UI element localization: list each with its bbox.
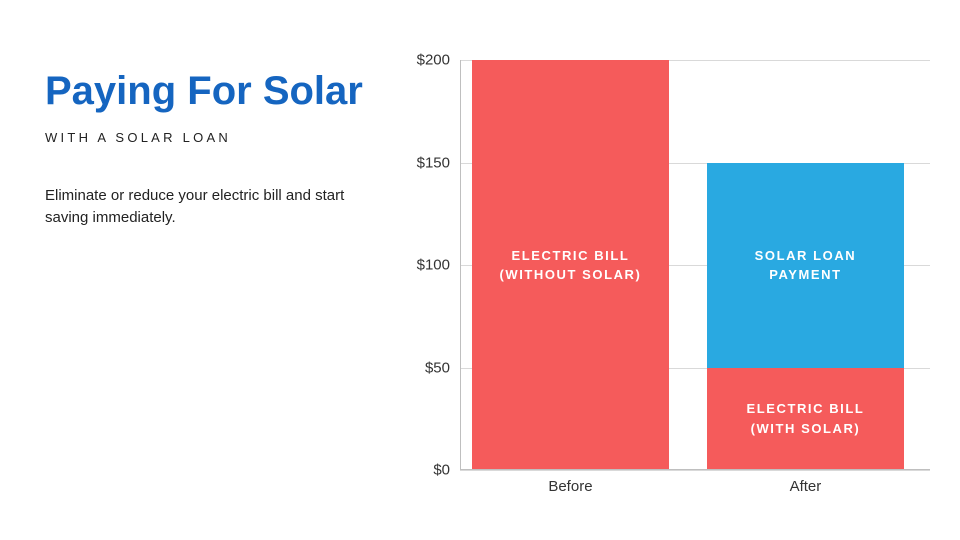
bar-segment: ELECTRIC BILL(WITHOUT SOLAR) bbox=[472, 60, 669, 470]
bar-before: ELECTRIC BILL(WITHOUT SOLAR) bbox=[472, 60, 669, 470]
subheadline: WITH A SOLAR LOAN bbox=[45, 130, 385, 145]
body-copy: Eliminate or reduce your electric bill a… bbox=[45, 185, 385, 229]
y-axis-tick-label: $100 bbox=[417, 257, 460, 274]
y-axis-tick-label: $200 bbox=[417, 52, 460, 69]
x-axis-tick-label: Before bbox=[548, 470, 592, 495]
y-axis-tick-label: $0 bbox=[433, 462, 460, 479]
gridline bbox=[460, 470, 930, 471]
page: Paying For Solar WITH A SOLAR LOAN Elimi… bbox=[0, 0, 960, 540]
bar-segment: SOLAR LOANPAYMENT bbox=[707, 163, 904, 368]
bar-segment: ELECTRIC BILL(WITH SOLAR) bbox=[707, 368, 904, 471]
cost-comparison-chart: $0$50$100$150$200ELECTRIC BILL(WITHOUT S… bbox=[460, 60, 930, 470]
y-axis-tick-label: $150 bbox=[417, 154, 460, 171]
y-axis-tick-label: $50 bbox=[425, 359, 460, 376]
y-axis-line bbox=[460, 60, 461, 470]
x-axis-tick-label: After bbox=[790, 470, 822, 495]
left-column: Paying For Solar WITH A SOLAR LOAN Elimi… bbox=[45, 70, 385, 229]
bar-segment-label: SOLAR LOANPAYMENT bbox=[755, 246, 857, 285]
x-axis-line bbox=[460, 469, 930, 470]
bar-segment-label: ELECTRIC BILL(WITHOUT SOLAR) bbox=[500, 246, 642, 285]
bar-after: ELECTRIC BILL(WITH SOLAR) SOLAR LOANPAYME… bbox=[707, 163, 904, 471]
bar-segment-label: ELECTRIC BILL(WITH SOLAR) bbox=[747, 399, 865, 438]
headline: Paying For Solar bbox=[45, 70, 385, 112]
